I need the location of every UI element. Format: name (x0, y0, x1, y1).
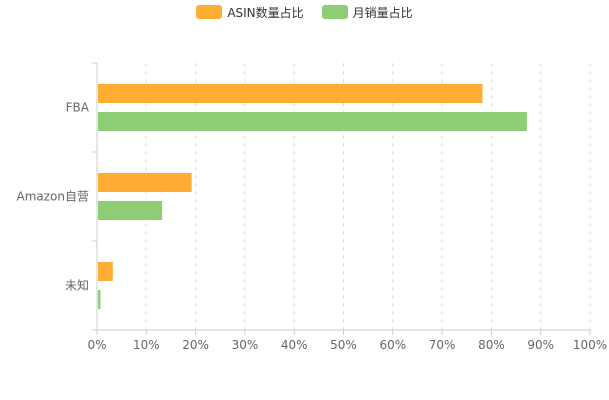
x-tick-label: 60% (379, 338, 406, 352)
y-tick-label: FBA (66, 101, 90, 115)
legend-item-sales[interactable]: 月销量占比 (321, 4, 413, 21)
legend-item-asin[interactable]: ASIN数量占比 (196, 4, 304, 21)
x-tick-label: 80% (478, 338, 505, 352)
bar-sales-2[interactable] (98, 290, 101, 309)
x-tick-label: 90% (527, 338, 554, 352)
bar-sales-1[interactable] (98, 201, 163, 220)
bar-asin-1[interactable] (98, 173, 192, 192)
x-tick-label: 70% (429, 338, 456, 352)
bar-sales-0[interactable] (98, 112, 527, 131)
legend-swatch-asin (196, 5, 223, 19)
x-tick-label: 20% (182, 338, 209, 352)
y-tick-label: Amazon自营 (17, 190, 90, 204)
x-tick-label: 40% (281, 338, 308, 352)
x-tick-label: 50% (330, 338, 357, 352)
x-tick-label: 30% (232, 338, 259, 352)
y-tick-label: 未知 (65, 279, 89, 293)
bar-asin-2[interactable] (98, 262, 113, 281)
legend-label-asin: ASIN数量占比 (227, 5, 304, 20)
legend: ASIN数量占比 月销量占比 (0, 3, 609, 21)
legend-label-sales: 月销量占比 (352, 5, 413, 20)
x-tick-label: 0% (87, 338, 106, 352)
bar-asin-0[interactable] (98, 84, 483, 103)
x-tick-label: 10% (133, 338, 160, 352)
x-tick-label: 100% (573, 338, 607, 352)
legend-swatch-sales (321, 5, 348, 19)
